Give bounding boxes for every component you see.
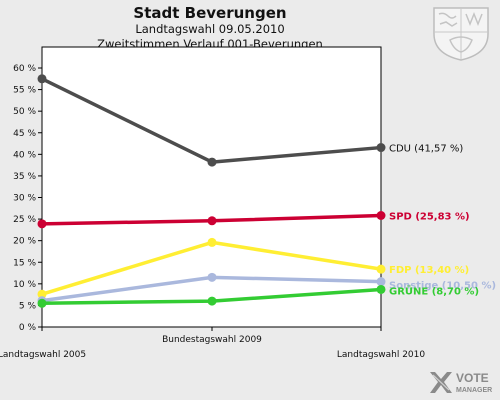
vote-manager-logo: VOTE MANAGER <box>430 371 492 394</box>
end-label-fdp: FDP (13,40 %) <box>389 265 469 276</box>
data-point-cdu <box>37 74 47 84</box>
y-tick-label: 30 % <box>13 194 36 204</box>
data-point-spd <box>37 219 47 229</box>
end-labels: CDU (41,57 %) SPD (25,83 %) FDP (13,40 %) S… <box>389 144 496 298</box>
data-point-spd <box>376 211 386 221</box>
x-tick-label: Landtagswahl 2010 <box>337 350 426 360</box>
data-point-gr-ne <box>376 284 386 294</box>
plot-area <box>41 46 382 328</box>
y-axis: 0 % 5 % 10 % 15 % 20 % 25 % 30 % 35 % 40 % 45 % 50… <box>13 64 42 333</box>
chart-subtitle-election: Landtagswahl 09.05.2010 <box>135 22 285 36</box>
y-tick-label: 20 % <box>13 237 36 247</box>
y-tick-label: 35 % <box>13 172 36 182</box>
chart-title: Stadt Beverungen <box>133 4 287 22</box>
x-tick-label: Bundestagswahl 2009 <box>162 335 262 345</box>
data-point-spd <box>207 216 217 226</box>
x-tick-label: Landtagswahl 2005 <box>0 350 86 360</box>
data-point-sonstige <box>207 272 217 282</box>
data-point-fdp <box>376 264 386 274</box>
vote-manager-x-icon <box>430 372 452 393</box>
y-tick-label: 55 % <box>13 86 36 96</box>
data-point-fdp <box>207 237 217 247</box>
y-tick-label: 5 % <box>19 301 37 311</box>
end-label-sonstige: Sonstige (10,50 %) <box>389 281 496 292</box>
y-tick-label: 10 % <box>13 280 36 290</box>
end-label-gr-ne: GRÜNE (8,70 %) <box>389 283 479 297</box>
data-point-cdu <box>376 143 386 153</box>
y-tick-label: 50 % <box>13 107 36 117</box>
end-label-cdu: CDU (41,57 %) <box>389 144 463 155</box>
y-tick-label: 45 % <box>13 129 36 139</box>
data-point-sonstige <box>376 277 386 287</box>
y-tick-label: 15 % <box>13 258 36 268</box>
y-tick-label: 25 % <box>13 215 36 225</box>
y-tick-label: 0 % <box>19 323 37 333</box>
logo-text-vote: VOTE <box>456 371 489 385</box>
series-layer <box>37 74 386 308</box>
y-tick-label: 40 % <box>13 150 36 160</box>
data-point-cdu <box>207 157 217 167</box>
data-point-gr-ne <box>37 298 47 308</box>
logo-text-manager: MANAGER <box>456 387 492 394</box>
data-point-gr-ne <box>207 296 217 306</box>
end-label-spd: SPD (25,83 %) <box>389 212 470 223</box>
data-point-fdp <box>37 289 47 299</box>
nrw-coat-of-arms-icon <box>433 7 489 61</box>
x-axis: Landtagswahl 2005 Bundestagswahl 2009 Land… <box>0 327 425 360</box>
y-tick-label: 60 % <box>13 64 36 74</box>
